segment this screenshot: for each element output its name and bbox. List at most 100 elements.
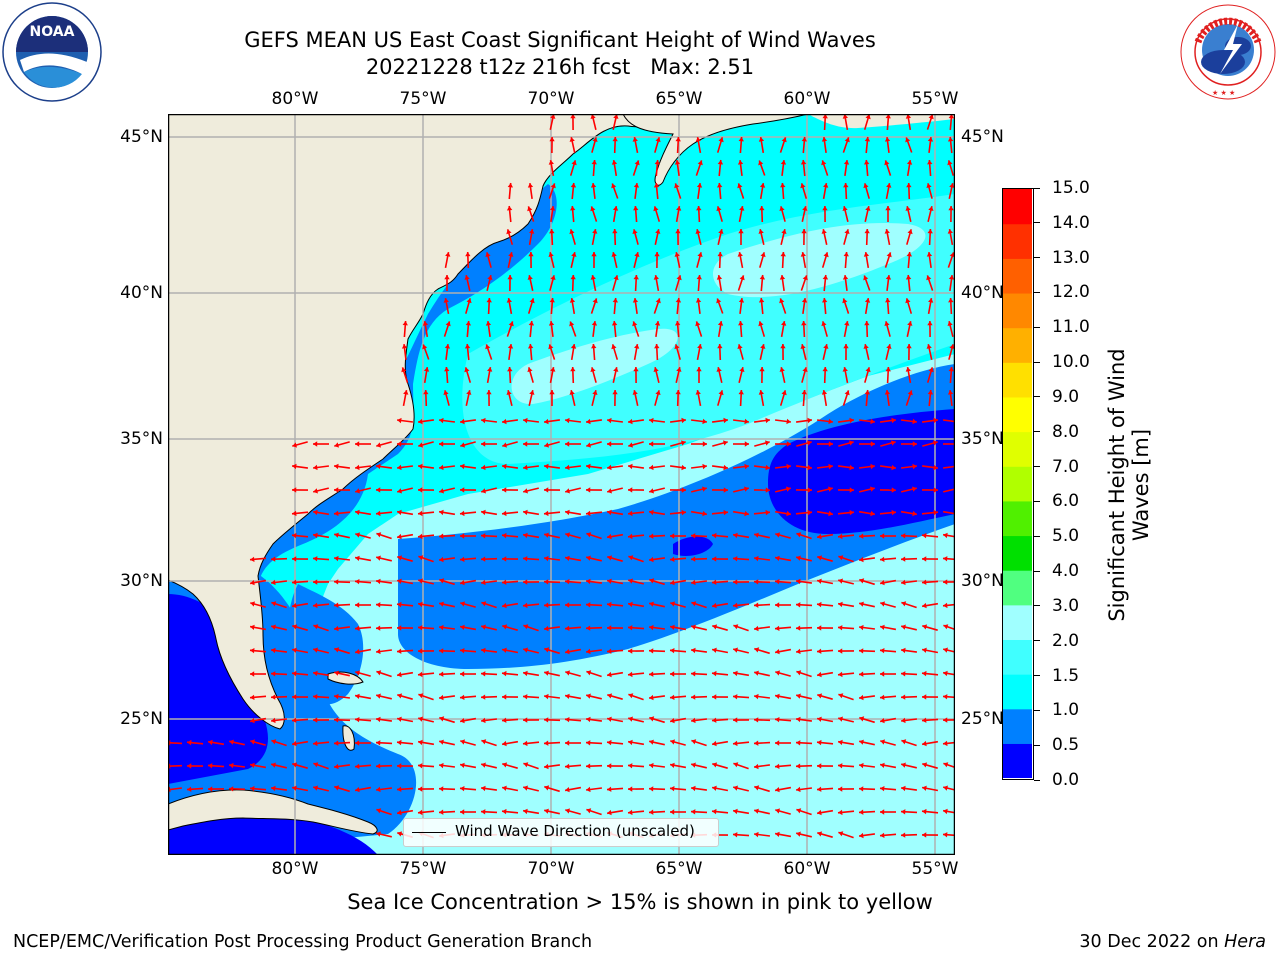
wave-direction-arrowhead xyxy=(844,321,850,326)
wave-direction-arrowhead xyxy=(460,487,465,493)
wave-direction-arrowhead xyxy=(807,487,812,493)
wave-direction-arrowhead xyxy=(334,532,339,538)
wave-direction-arrowhead xyxy=(439,601,444,607)
wave-direction-arrowhead xyxy=(754,532,759,538)
wave-direction-arrowhead xyxy=(439,533,444,539)
wave-direction-arrowhead xyxy=(943,624,949,630)
wave-direction-arrowhead xyxy=(460,718,465,724)
wave-direction-arrowhead xyxy=(754,579,759,585)
wave-direction-arrowhead xyxy=(702,418,707,425)
wave-direction-arrowhead xyxy=(670,601,675,607)
wave-direction-arrowhead xyxy=(418,739,423,746)
wave-direction-arrowhead xyxy=(859,556,864,563)
wave-direction-arrowhead xyxy=(569,137,575,142)
wave-direction-arrowhead xyxy=(544,510,549,517)
wave-direction-arrowhead xyxy=(733,832,738,838)
wave-direction-arrowhead xyxy=(702,441,707,447)
wave-direction-arrowhead xyxy=(397,693,403,699)
wave-direction-arrowhead xyxy=(775,808,780,814)
colorbar-swatch xyxy=(1003,639,1032,675)
wave-direction-arrowhead xyxy=(570,344,577,349)
wave-direction-arrowhead xyxy=(465,321,471,326)
wave-direction-arrowhead xyxy=(590,183,597,188)
wave-direction-arrowhead xyxy=(527,206,533,212)
wave-direction-arrowhead xyxy=(422,344,428,350)
wave-direction-arrowhead xyxy=(922,740,927,747)
wave-direction-arrowhead xyxy=(481,671,486,677)
wave-direction-arrowhead xyxy=(565,670,570,676)
wave-direction-arrowhead xyxy=(565,532,570,538)
lat-label-right: 35°N xyxy=(961,429,1004,449)
chart-title: GEFS MEAN US East Coast Significant Heig… xyxy=(244,28,876,52)
wave-direction-arrowhead xyxy=(523,647,528,653)
wave-direction-arrowhead xyxy=(842,114,848,119)
wave-direction-arrowhead xyxy=(592,229,598,234)
wave-direction-arrowhead xyxy=(670,648,675,654)
wave-direction-arrowhead xyxy=(544,763,549,770)
wave-direction-arrowhead xyxy=(507,367,513,372)
wave-direction-arrowhead xyxy=(528,321,535,326)
wave-direction-arrowhead xyxy=(334,442,339,448)
wave-band-0-0.5m xyxy=(768,409,955,534)
wave-direction-arrowhead xyxy=(759,275,765,280)
wave-direction-arrowhead xyxy=(780,252,786,257)
wave-direction-arrowhead xyxy=(758,229,764,234)
wave-direction-arrowhead xyxy=(821,137,828,142)
wave-direction-arrowhead xyxy=(632,321,638,327)
wave-direction-arrowhead xyxy=(334,510,339,517)
colorbar-tick-mark xyxy=(1034,640,1040,642)
lon-label-top: 75°W xyxy=(399,89,447,109)
wave-direction-arrowhead xyxy=(843,183,849,188)
wave-direction-arrowhead xyxy=(548,160,554,165)
wave-direction-arrowhead xyxy=(292,556,297,562)
wave-direction-arrowhead xyxy=(565,625,570,631)
wave-direction-arrowhead xyxy=(807,440,812,446)
wave-direction-arrowhead xyxy=(838,578,843,584)
wave-direction-arrowhead xyxy=(943,556,948,562)
wave-direction-arrowhead xyxy=(439,762,444,769)
wave-direction-arrowhead xyxy=(464,275,470,280)
wave-direction-arrowhead xyxy=(838,555,844,561)
wave-direction-arrowhead xyxy=(765,440,770,446)
wave-direction-arrowhead xyxy=(376,602,381,608)
wave-direction-arrowhead xyxy=(444,275,450,280)
wave-direction-arrowhead xyxy=(802,206,808,211)
wave-direction-arrowhead xyxy=(817,809,822,816)
colorbar-tick-mark xyxy=(1034,361,1040,363)
wave-direction-arrowhead xyxy=(807,417,812,424)
wave-direction-arrowhead xyxy=(569,298,576,303)
wave-direction-arrowhead xyxy=(863,252,870,257)
wave-direction-arrowhead xyxy=(544,532,549,538)
wave-direction-arrowhead xyxy=(549,298,555,303)
wave-direction-arrowhead xyxy=(523,441,528,447)
wave-direction-arrowhead xyxy=(611,344,617,350)
wave-direction-arrowhead xyxy=(376,625,381,631)
wave-direction-arrowhead xyxy=(744,441,749,447)
wave-direction-arrowhead xyxy=(550,275,556,280)
wave-direction-arrowhead xyxy=(292,532,297,539)
wave-direction-arrowhead xyxy=(702,463,707,470)
wave-direction-arrowhead xyxy=(250,762,255,768)
wave-direction-arrowhead xyxy=(817,786,822,792)
wave-direction-arrowhead xyxy=(758,160,764,166)
wave-direction-arrowhead xyxy=(712,717,717,723)
wave-direction-arrowhead xyxy=(922,832,927,838)
wave-direction-arrowhead xyxy=(838,763,843,769)
wave-direction-arrowhead xyxy=(628,786,633,792)
wave-direction-arrowhead xyxy=(464,344,471,349)
wave-direction-arrowhead xyxy=(922,556,927,562)
wave-direction-arrowhead xyxy=(891,509,896,516)
colorbar-tick-label: 5.0 xyxy=(1052,526,1080,547)
wave-direction-arrowhead xyxy=(649,762,654,769)
wave-direction-arrowhead xyxy=(948,275,955,280)
wave-direction-arrowhead xyxy=(765,464,770,471)
colorbar-tick-mark xyxy=(1034,396,1040,398)
wave-direction-arrowhead xyxy=(884,160,890,166)
wave-direction-arrowhead xyxy=(502,808,507,815)
wave-direction-arrowhead xyxy=(607,441,612,447)
wave-direction-arrowhead xyxy=(250,556,255,562)
wave-direction-arrowhead xyxy=(418,671,423,678)
wave-direction-arrowhead xyxy=(250,624,255,630)
wave-direction-arrowhead xyxy=(926,252,933,257)
wave-direction-arrowhead xyxy=(481,762,486,768)
